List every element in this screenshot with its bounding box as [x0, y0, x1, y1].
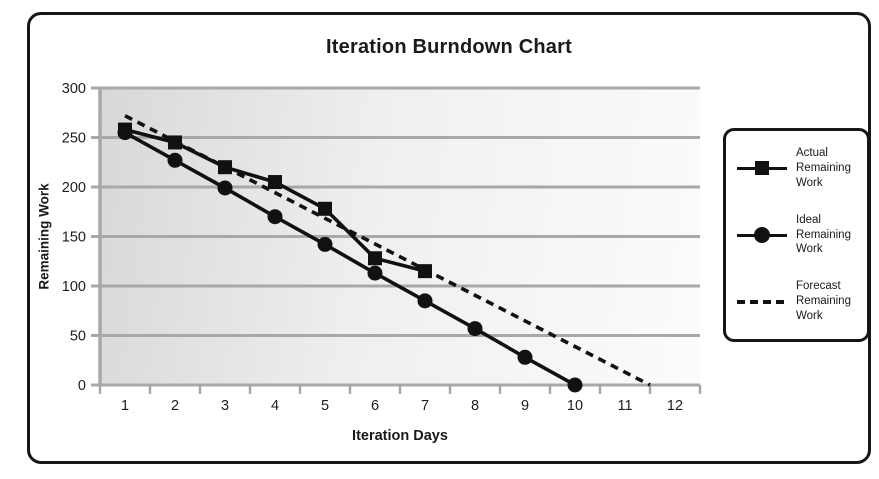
y-tick-label: 0 [78, 378, 86, 394]
circle-marker-icon [737, 227, 787, 243]
dashed-line-marker-icon [737, 294, 787, 310]
circle-data-marker [467, 321, 483, 337]
x-tick-label: 1 [121, 398, 129, 414]
circle-data-marker [367, 265, 383, 281]
x-tick-label: 4 [271, 398, 279, 414]
x-tick-label: 7 [421, 398, 429, 414]
ideal-series-line [124, 130, 576, 387]
x-tick-label: 12 [667, 398, 683, 414]
actual-series-line [124, 127, 426, 273]
y-tick-label: 200 [62, 180, 86, 196]
y-tick-label: 250 [62, 131, 86, 147]
legend-label-actual: Actual Remaining Work [796, 147, 851, 189]
x-tick-label: 8 [471, 398, 479, 414]
legend-item-ideal: Ideal Remaining Work [737, 213, 859, 258]
y-tick-label: 100 [62, 279, 86, 295]
y-tick-label: 50 [70, 329, 86, 345]
legend-label-ideal: Ideal Remaining Work [796, 213, 851, 256]
x-tick-label: 9 [521, 398, 529, 414]
x-tick-label: 3 [221, 398, 229, 414]
y-tick-label: 300 [62, 81, 86, 97]
square-data-marker [318, 201, 332, 216]
square-marker-icon [737, 160, 787, 176]
circle-data-marker [267, 209, 283, 225]
legend-label-forecast: Forecast Remaining Work [796, 280, 851, 323]
y-tick-label: 150 [62, 230, 86, 246]
circle-data-marker [517, 349, 533, 365]
x-tick-label: 10 [567, 398, 583, 414]
legend-item-forecast: Forecast Remaining Work [737, 279, 859, 324]
square-data-marker [268, 175, 282, 190]
x-tick-label: 2 [171, 398, 179, 414]
chart-frame: Iteration Burndown Chart 0 50 100 150 200 250… [27, 12, 871, 464]
circle-data-marker [317, 236, 333, 252]
square-data-marker [368, 251, 382, 266]
circle-data-marker [117, 125, 133, 141]
x-tick-label: 6 [371, 398, 379, 414]
circle-data-marker [417, 293, 433, 309]
x-tick-label: 11 [617, 398, 632, 414]
y-axis-title: Remaining Work [36, 183, 52, 290]
x-axis-title: Iteration Days [352, 428, 448, 444]
forecast-series-line [124, 114, 651, 387]
circle-data-marker [567, 377, 583, 393]
legend-item-actual: Actual Remaining Work [737, 146, 859, 191]
x-tick-label: 5 [321, 398, 329, 414]
circle-data-marker [217, 180, 233, 196]
chart-title: Iteration Burndown Chart [326, 36, 572, 58]
circle-data-marker [167, 152, 183, 168]
legend: Actual Remaining Work Ideal Remaining Wo… [723, 128, 870, 342]
